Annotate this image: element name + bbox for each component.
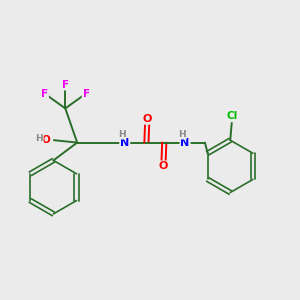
Text: H: H	[118, 130, 126, 139]
Text: H: H	[35, 134, 43, 143]
Text: N: N	[180, 138, 190, 148]
Text: O: O	[42, 135, 50, 145]
Text: F: F	[82, 88, 90, 98]
Text: N: N	[120, 138, 129, 148]
Text: Cl: Cl	[227, 111, 238, 121]
Text: O: O	[159, 161, 168, 171]
Text: F: F	[41, 88, 48, 98]
Text: H: H	[178, 130, 186, 139]
Text: O: O	[142, 114, 152, 124]
Text: F: F	[62, 80, 69, 90]
